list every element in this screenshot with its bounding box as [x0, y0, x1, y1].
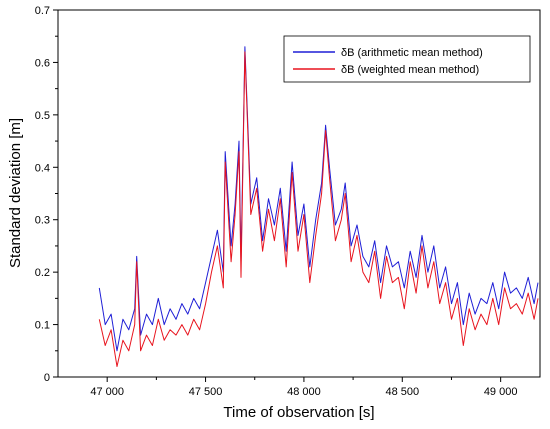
x-tick-label: 47 000 [90, 386, 124, 398]
y-tick-label: 0 [44, 372, 50, 384]
legend: δB (arithmetic mean method) δB (weighted… [283, 35, 531, 83]
legend-label-arithmetic: δB (arithmetic mean method) [341, 47, 483, 59]
y-tick-label: 0.3 [35, 215, 50, 227]
y-tick-label: 0.2 [35, 267, 50, 279]
series-line-arithmetic [98, 46, 539, 352]
y-axis-title: Standard deviation [m] [7, 118, 24, 268]
x-tick-label: 48 000 [287, 386, 321, 398]
x-axis: 47 000 47 500 48 000 48 500 49 000 [90, 377, 517, 398]
series-line-weighted [98, 51, 539, 367]
y-axis: 0 0.1 0.2 0.3 0.4 0.5 0.6 0.7 [35, 5, 58, 384]
legend-label-weighted: δB (weighted mean method) [341, 64, 479, 76]
y-tick-label: 0.7 [35, 5, 50, 17]
x-tick-label: 48 500 [385, 386, 419, 398]
x-axis-title: Time of observation [s] [223, 404, 374, 421]
x-tick-label: 47 500 [189, 386, 223, 398]
y-tick-label: 0.1 [35, 320, 50, 332]
series-layer [98, 46, 539, 367]
y-tick-label: 0.5 [35, 110, 50, 122]
x-tick-label: 49 000 [484, 386, 518, 398]
y-tick-label: 0.6 [35, 57, 50, 69]
y-tick-label: 0.4 [35, 162, 50, 174]
legend-box [283, 35, 531, 83]
